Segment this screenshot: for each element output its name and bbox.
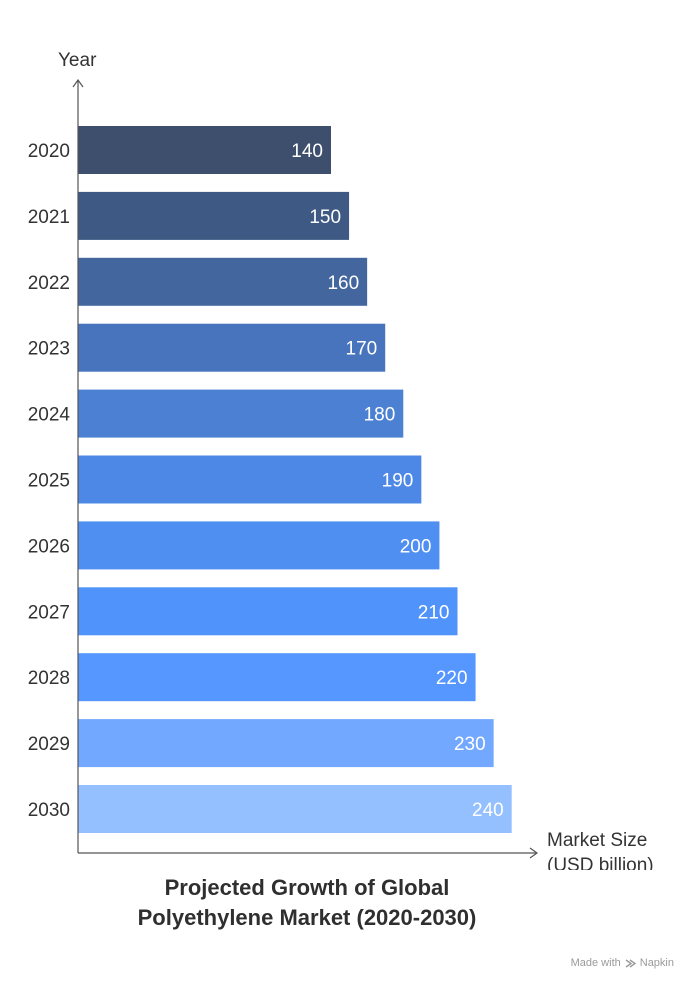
chart-title-line-1: Projected Growth of Global	[164, 875, 450, 900]
y-tick-label-2024: 2024	[28, 405, 71, 426]
data-labels: 140 150 160 170 180 190 200 210 220 230 240	[291, 141, 503, 821]
y-tick-label-2028: 2028	[28, 668, 70, 689]
data-label-2028: 220	[436, 668, 468, 689]
bar-2020	[78, 126, 331, 174]
x-axis-label-line-1: Market Size	[547, 830, 647, 851]
y-axis-label: Year	[58, 50, 97, 71]
bars-group	[78, 126, 512, 833]
data-label-2024: 180	[364, 405, 396, 426]
x-axis-label-line-2: (USD billion)	[547, 855, 654, 870]
napkin-brand-text: Napkin	[639, 957, 674, 969]
data-label-2029: 230	[454, 734, 486, 755]
chart-title-line-2: Polyethylene Market (2020-2030)	[137, 905, 477, 930]
y-tick-label-2021: 2021	[28, 207, 70, 228]
made-with-napkin[interactable]: Made with Napkin	[571, 957, 674, 969]
data-label-2020: 140	[291, 141, 323, 162]
data-label-2026: 200	[400, 536, 432, 557]
y-tick-label-2030: 2030	[28, 800, 70, 821]
bar-2024	[78, 389, 404, 438]
data-label-2021: 150	[309, 207, 341, 228]
chart-title: Projected Growth of Global Polyethylene …	[0, 873, 614, 933]
napkin-logo-icon	[625, 958, 636, 968]
y-tick-labels: 2020 2021 2022 2023 2024 2025 2026 2027 2028 2029…	[28, 141, 71, 821]
y-tick-label-2027: 2027	[28, 602, 70, 623]
bar-2027	[78, 587, 458, 636]
made-with-text: Made with	[570, 957, 621, 969]
data-label-2025: 190	[382, 471, 414, 492]
bar-2029	[78, 719, 494, 768]
bar-chart: 2020 2021 2022 2023 2024 2025 2026 2027 2028 2029…	[28, 50, 654, 870]
data-label-2027: 210	[418, 602, 450, 623]
y-tick-label-2026: 2026	[28, 536, 70, 557]
data-label-2030: 240	[472, 800, 504, 821]
y-tick-label-2022: 2022	[28, 273, 70, 294]
bar-2021	[78, 191, 350, 240]
y-tick-label-2020: 2020	[28, 141, 70, 162]
y-tick-label-2023: 2023	[28, 339, 70, 360]
x-axis-arrow	[529, 847, 539, 859]
bar-2026	[78, 521, 440, 570]
bar-2023	[78, 323, 386, 372]
y-tick-label-2029: 2029	[28, 734, 70, 755]
y-tick-label-2025: 2025	[28, 471, 70, 492]
bar-2030	[78, 785, 512, 833]
data-label-2023: 170	[346, 339, 378, 360]
data-label-2022: 160	[327, 273, 359, 294]
y-axis-arrow	[72, 78, 84, 88]
bar-2028	[78, 653, 476, 702]
bar-2025	[78, 455, 422, 504]
bar-2022	[78, 257, 368, 306]
